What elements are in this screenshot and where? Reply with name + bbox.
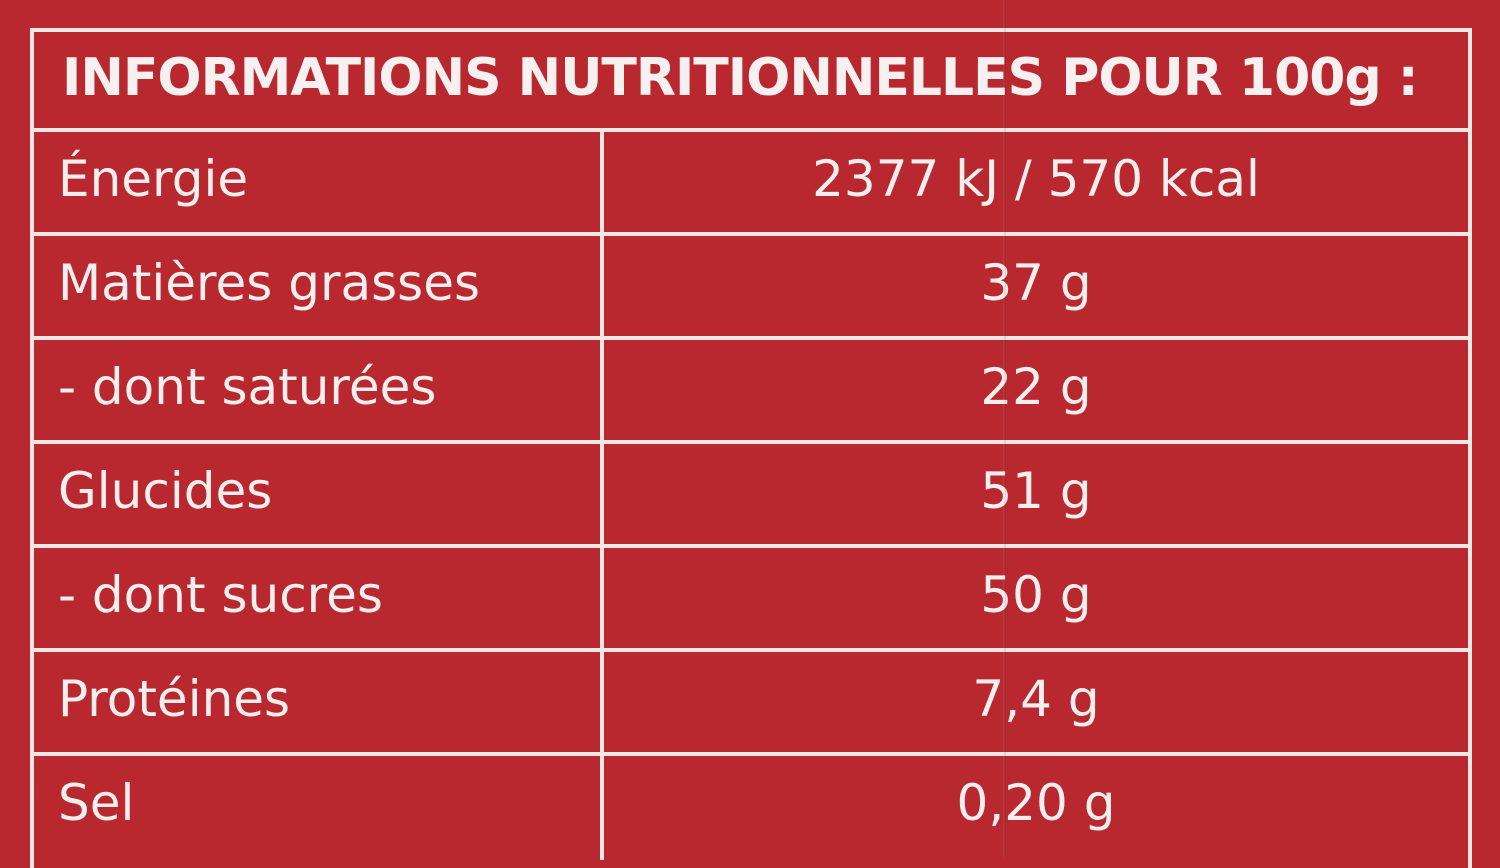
row-label-cell: - dont saturées [34, 340, 604, 440]
row-label-cell: - dont sucres [34, 548, 604, 648]
row-label: Énergie [58, 150, 249, 208]
row-label-cell: Sel [34, 756, 604, 860]
row-value-cell: 7,4 g [604, 652, 1468, 752]
row-value-cell: 51 g [604, 444, 1468, 544]
row-label-cell: Protéines [34, 652, 604, 752]
row-value-cell: 37 g [604, 236, 1468, 336]
table-row-energy: Énergie 2377 kJ / 570 kcal [34, 132, 1468, 236]
row-label: - dont sucres [58, 566, 383, 624]
row-value: 37 g [980, 254, 1092, 312]
row-value: 0,20 g [956, 774, 1116, 832]
row-label: Protéines [58, 670, 291, 728]
package-fold-crease [1003, 0, 1006, 857]
table-row-salt: Sel 0,20 g [34, 756, 1468, 860]
row-value: 50 g [980, 566, 1092, 624]
nutrition-table-panel: INFORMATIONS NUTRITIONNELLES POUR 100g :… [30, 28, 1472, 868]
row-label: Matières grasses [58, 254, 481, 312]
row-value-cell: 0,20 g [604, 756, 1468, 860]
row-value: 2377 kJ / 570 kcal [812, 150, 1260, 208]
row-value-cell: 50 g [604, 548, 1468, 648]
row-label: Glucides [58, 462, 273, 520]
row-label: Sel [58, 774, 135, 832]
table-row-sugars: - dont sucres 50 g [34, 548, 1468, 652]
table-row-saturated-fat: - dont saturées 22 g [34, 340, 1468, 444]
table-row-protein: Protéines 7,4 g [34, 652, 1468, 756]
nutrition-table-title: INFORMATIONS NUTRITIONNELLES POUR 100g : [62, 48, 1419, 108]
row-label-cell: Énergie [34, 132, 604, 232]
nutrition-table-header: INFORMATIONS NUTRITIONNELLES POUR 100g : [34, 32, 1468, 132]
row-value: 7,4 g [972, 670, 1100, 728]
row-value-cell: 22 g [604, 340, 1468, 440]
row-label: - dont saturées [58, 358, 437, 416]
row-value: 22 g [980, 358, 1092, 416]
row-label-cell: Matières grasses [34, 236, 604, 336]
row-value: 51 g [980, 462, 1092, 520]
table-row-carbohydrates: Glucides 51 g [34, 444, 1468, 548]
row-value-cell: 2377 kJ / 570 kcal [604, 132, 1468, 232]
table-row-fat: Matières grasses 37 g [34, 236, 1468, 340]
row-label-cell: Glucides [34, 444, 604, 544]
